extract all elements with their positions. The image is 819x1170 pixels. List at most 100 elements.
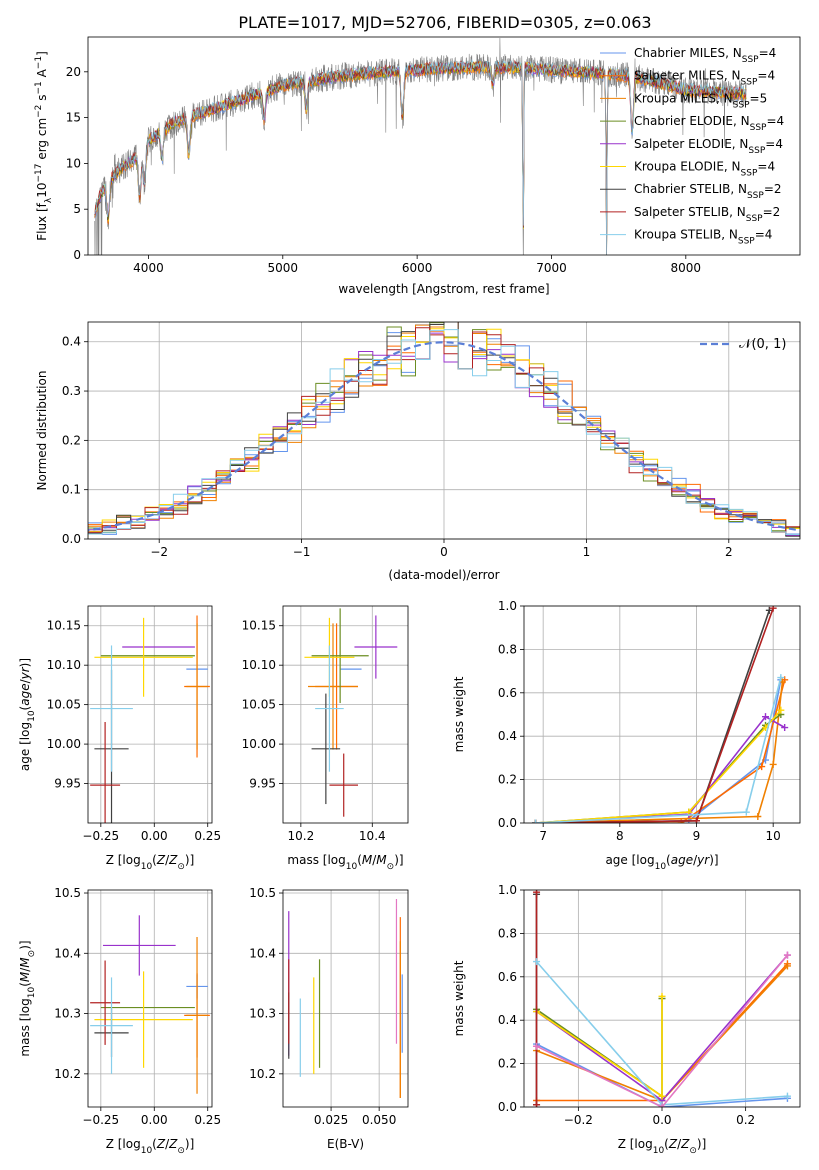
legend-text: Kroupa MILES, N: [634, 91, 733, 105]
y-tick-label: 0: [73, 248, 81, 262]
weight-marker: [769, 606, 777, 612]
y-tick-label: 10.4: [249, 946, 276, 960]
label-part: )]: [394, 853, 403, 867]
label-part: (: [357, 853, 362, 867]
label-part: (: [18, 706, 32, 711]
y-tick-label: 10.00: [242, 737, 276, 751]
y-tick-label: 0.8: [498, 926, 517, 940]
label-part: ⊙: [387, 862, 395, 872]
label-part: −2: [34, 105, 44, 118]
x-tick-label: 0.25: [194, 1113, 221, 1127]
label-part: −1: [34, 81, 44, 94]
label-part: ]: [35, 51, 49, 56]
histogram-lines: [88, 322, 800, 538]
x-tick-label: 4000: [133, 261, 164, 275]
y-tick-label: 10.10: [242, 658, 276, 672]
label-part: age: [671, 853, 693, 867]
legend-tail: =2: [764, 182, 782, 196]
legend-text: Kroupa ELODIE, N: [634, 160, 741, 174]
label-part: Z: [168, 853, 178, 867]
label-part: age: [18, 683, 32, 705]
x-tick-label: 2: [725, 545, 733, 559]
x-tick-label: 0.0: [652, 1113, 671, 1127]
axes-frame: [87, 321, 801, 540]
model-spectrum: [94, 58, 747, 255]
label-part: Z [: [618, 1137, 635, 1151]
x-tick-label: 10: [766, 829, 781, 843]
mass-vs-extinction-panel: 0.025 0.050 10.2 10.3 10.4 10.5 E(B-V): [249, 886, 409, 1151]
weight-series: [536, 998, 663, 1098]
axes-frame: [523, 889, 801, 1108]
y-tick-label: 10.4: [54, 946, 81, 960]
y-tick-label: 0.0: [62, 532, 81, 546]
axes-frame: [87, 605, 213, 824]
weight-marker: [533, 890, 541, 896]
label-part: /: [18, 678, 32, 683]
label-part: )]: [709, 853, 718, 867]
spectrum-lines: [94, 37, 747, 255]
weight-marker: [783, 962, 791, 970]
y-axis-label: mass [log10(M/M⊙)]: [18, 940, 37, 1056]
label-part: erg cm: [35, 118, 49, 164]
weight-marker: [769, 760, 777, 768]
legend-tail: =4: [755, 228, 773, 242]
x-tick-label: 1: [583, 545, 591, 559]
label-part: )]: [185, 1137, 194, 1151]
weight-marker: [693, 817, 700, 823]
x-tick-label: 9: [693, 829, 701, 843]
x-tick-label: 6000: [402, 261, 433, 275]
errorbars: [288, 899, 403, 1098]
legend-text: Kroupa STELIB, N: [634, 228, 738, 242]
errorbars: [90, 615, 210, 823]
weight-marker: [533, 1042, 541, 1050]
y-tick-label: 10: [66, 156, 81, 170]
axes-frame: [87, 36, 801, 256]
label-part: 10: [346, 862, 358, 872]
label-part: log: [634, 1137, 652, 1151]
weight-marker: [762, 713, 769, 721]
label-part: log: [18, 998, 32, 1016]
age-vs-mass-panel: 10.2 10.4 9.95 10.00 10.05 10.10 10.15 mass [lo…: [242, 605, 409, 872]
figure-title: PLATE=1017, MJD=52706, FIBERID=0305, z=0…: [238, 13, 651, 32]
axes-frame: [282, 889, 409, 1108]
x-tick-label: 10.2: [287, 829, 314, 843]
x-tick-label: 0.00: [141, 1113, 168, 1127]
label-part: log: [327, 853, 345, 867]
label-part: /: [372, 853, 377, 867]
y-tick-label: 1.0: [498, 599, 517, 613]
weight-series: [535, 681, 784, 823]
y-axis-label: mass weight: [452, 960, 466, 1036]
residual-histogram: [88, 322, 800, 538]
mass-weight-vs-metallicity-panel: −0.2 0.0 0.20.00.20.40.60.81.0Z [log10(Z/Z…: [452, 883, 801, 1156]
residual-histogram: [88, 322, 800, 538]
legend-tail: =2: [763, 205, 781, 219]
label-part: −1: [34, 56, 44, 69]
label-part: 𝒩: [739, 337, 754, 352]
label-part: mass weight: [452, 960, 466, 1036]
label-part: (: [152, 1137, 157, 1151]
weight-marker: [781, 724, 789, 732]
label-part: log: [122, 1137, 140, 1151]
x-axis-label: (data-model)/error: [388, 568, 499, 582]
legend-sub: SSP: [741, 78, 758, 88]
y-tick-label: 0.6: [498, 970, 517, 984]
legend-tail: =4: [765, 137, 783, 151]
y-tick-label: 0.2: [498, 1057, 517, 1071]
label-part: 10: [655, 862, 667, 872]
label-part: log: [18, 722, 32, 740]
weight-series: [536, 1043, 788, 1107]
y-axis-label: age [log10(age/yr)]: [18, 658, 37, 771]
x-tick-label: −0.25: [82, 1113, 119, 1127]
label-part: mass weight: [452, 676, 466, 752]
legend-entry: Kroupa MILES, NSSP=5: [634, 91, 767, 110]
axes-frame: [282, 605, 409, 824]
y-tick-label: 9.95: [54, 777, 81, 791]
legend-entry: 𝒩(0, 1): [739, 337, 786, 352]
y-tick-label: 0.2: [498, 773, 517, 787]
label-part: M: [376, 853, 387, 867]
weight-marker: [754, 812, 762, 820]
x-tick-label: −2: [150, 545, 168, 559]
